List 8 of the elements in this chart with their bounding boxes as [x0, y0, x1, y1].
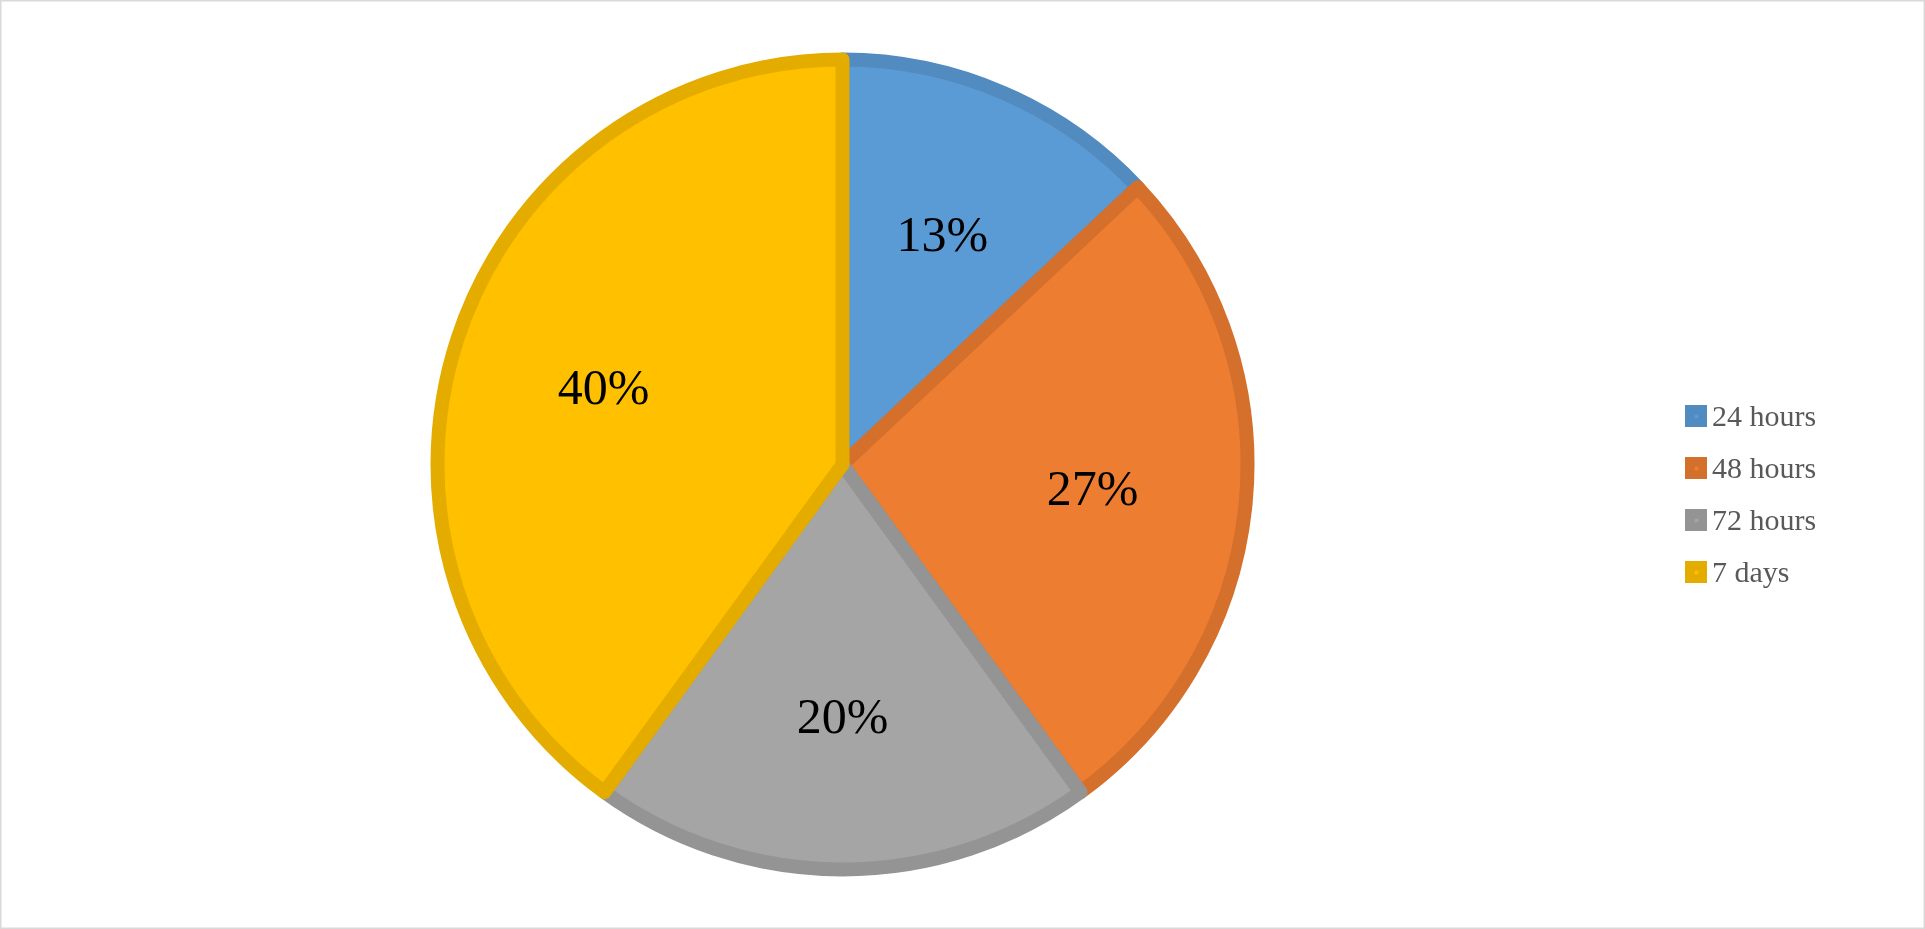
data-label: 20%	[796, 687, 889, 744]
legend-label: 7 days	[1712, 555, 1790, 589]
legend-label: 24 hours	[1712, 399, 1817, 433]
legend-label: 72 hours	[1712, 503, 1817, 537]
legend-label: 48 hours	[1712, 451, 1817, 485]
data-label: 27%	[1046, 460, 1139, 517]
data-label: 40%	[557, 358, 650, 415]
data-label: 13%	[896, 206, 989, 263]
